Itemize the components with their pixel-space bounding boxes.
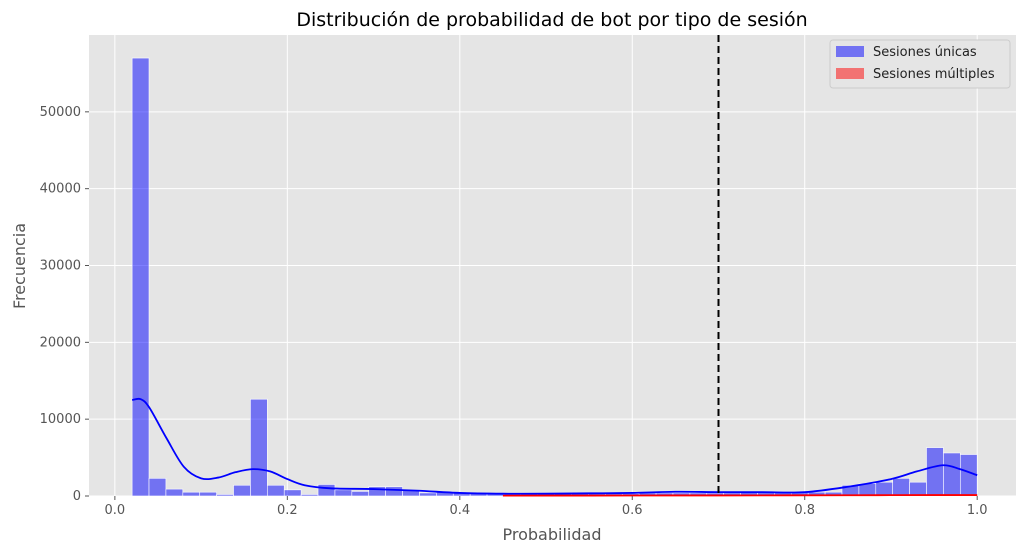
- y-axis-label: Frecuencia: [10, 223, 29, 309]
- histogram-bar-sesiones-unicas: [283, 489, 302, 497]
- kde-curve-sesiones-multiples: [502, 494, 978, 497]
- y-tick-label: 30000: [40, 259, 81, 274]
- x-axis-ticks: 0.0 0.2 0.4 0.6 0.8 1.0: [105, 496, 988, 518]
- legend-box: [829, 39, 1011, 89]
- density-curves: [131, 397, 978, 497]
- kde-curve-sesiones-unicas: [131, 397, 978, 495]
- histogram-bar-sesiones-unicas: [892, 478, 910, 497]
- histogram-bar-sesiones-unicas: [385, 486, 403, 497]
- histogram-bar-sesiones-unicas: [300, 494, 319, 497]
- legend-swatch-sesiones-multiples: [836, 68, 864, 79]
- histogram-bar-sesiones-unicas: [317, 484, 336, 497]
- y-axis-ticks: 0 10000 20000 30000 40000 50000: [40, 105, 89, 504]
- histogram-bar-sesiones-unicas: [909, 481, 927, 497]
- x-tick-label: 0.6: [622, 503, 643, 518]
- histogram-bar-sesiones-unicas: [131, 57, 150, 497]
- legend-label-sesiones-unicas: Sesiones únicas: [873, 45, 977, 60]
- x-tick-label: 0.2: [277, 503, 298, 518]
- histogram-bar-sesiones-unicas: [148, 478, 167, 497]
- y-tick-label: 20000: [40, 335, 81, 350]
- legend-swatch-sesiones-unicas: [836, 46, 864, 57]
- x-tick-label: 1.0: [967, 503, 988, 518]
- histogram-bar-sesiones-unicas: [875, 481, 893, 497]
- histogram-bar-sesiones-unicas: [233, 484, 251, 497]
- x-tick-label: 0.8: [794, 503, 815, 518]
- legend-label-sesiones-multiples: Sesiones múltiples: [873, 67, 995, 82]
- histogram-bar-sesiones-unicas: [334, 489, 353, 497]
- histogram-bar-sesiones-unicas: [419, 492, 437, 497]
- histogram-bar-sesiones-unicas: [267, 484, 285, 497]
- y-tick-label: 10000: [40, 412, 81, 427]
- y-tick-label: 40000: [40, 182, 81, 197]
- histogram-bar-sesiones-unicas: [165, 488, 184, 497]
- legend: Sesiones únicas Sesiones múltiples: [829, 39, 1011, 89]
- chart-title: Distribución de probabilidad de bot por …: [296, 9, 807, 31]
- histogram-bar-sesiones-unicas: [943, 452, 961, 497]
- histogram-bar-sesiones-unicas: [182, 491, 201, 497]
- histogram-bar-sesiones-unicas: [199, 491, 217, 497]
- x-axis-label: Probabilidad: [503, 525, 602, 544]
- histogram-bar-sesiones-unicas: [250, 398, 268, 497]
- y-tick-label: 50000: [40, 105, 81, 120]
- y-tick-label: 0: [73, 489, 81, 504]
- x-tick-label: 0.0: [105, 503, 126, 518]
- histogram-bar-sesiones-unicas: [926, 447, 944, 497]
- x-tick-label: 0.4: [449, 503, 470, 518]
- histogram-bar-sesiones-unicas: [351, 491, 370, 497]
- histogram-bar-sesiones-unicas: [216, 494, 234, 497]
